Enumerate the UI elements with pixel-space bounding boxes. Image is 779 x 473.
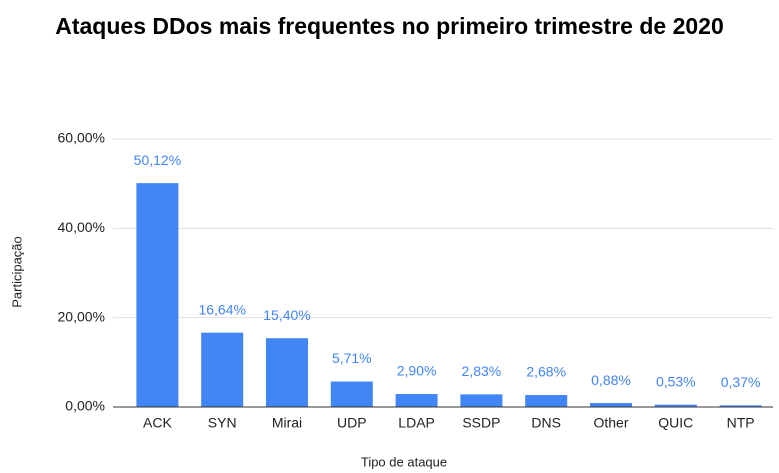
x-axis-label: Tipo de ataque — [361, 454, 447, 469]
bar — [525, 395, 568, 407]
x-tick-label: QUIC — [658, 415, 693, 431]
x-tick-label: SYN — [208, 415, 237, 431]
x-tick-label: NTP — [727, 415, 755, 431]
x-tick-label: UDP — [337, 415, 367, 431]
bar — [395, 394, 438, 407]
x-tick-label: Mirai — [272, 415, 302, 431]
bar — [330, 381, 373, 407]
bar — [590, 403, 632, 407]
bar — [136, 183, 179, 407]
value-label: 16,64% — [198, 301, 245, 317]
value-label: 2,90% — [397, 363, 437, 379]
x-tick-label: ACK — [143, 415, 172, 431]
y-tick-label: 60,00% — [58, 130, 105, 146]
value-label: 15,40% — [263, 307, 310, 323]
y-tick-label: 20,00% — [58, 308, 105, 324]
x-tick-label: LDAP — [398, 415, 435, 431]
y-tick-label: 40,00% — [58, 219, 105, 235]
x-tick-label: Other — [593, 415, 628, 431]
value-label: 2,83% — [462, 363, 502, 379]
x-tick-label: SSDP — [462, 415, 500, 431]
bar — [460, 394, 503, 407]
value-label: 5,71% — [332, 350, 372, 366]
x-tick-label: DNS — [531, 415, 561, 431]
bar — [719, 405, 762, 407]
bar — [266, 338, 308, 407]
y-axis-label: Participação — [9, 236, 24, 308]
value-label: 50,12% — [134, 152, 181, 168]
bar — [654, 404, 697, 407]
bar — [201, 332, 244, 407]
y-tick-label: 0,00% — [65, 398, 105, 414]
chart-title: Ataques DDos mais frequentes no primeiro… — [55, 13, 724, 39]
value-label: 0,37% — [721, 374, 761, 390]
value-label: 0,53% — [656, 373, 696, 389]
value-label: 2,68% — [526, 364, 566, 380]
value-label: 0,88% — [591, 372, 631, 388]
